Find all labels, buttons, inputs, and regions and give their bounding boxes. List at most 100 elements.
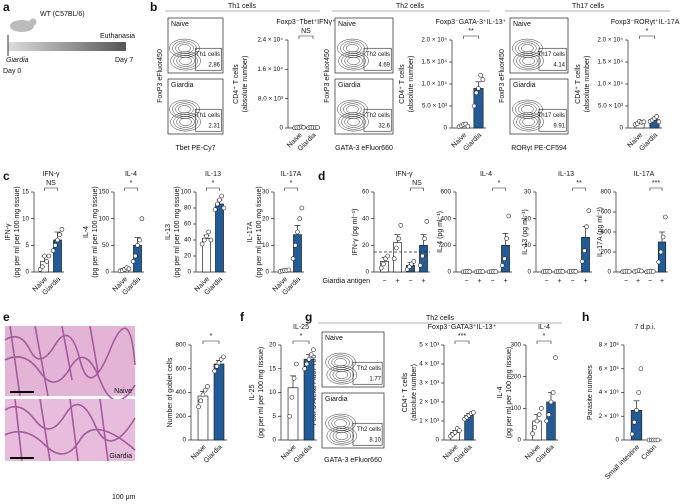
flow-x-axis: RORγt PE-CF594 xyxy=(511,145,567,152)
contour xyxy=(326,365,358,385)
contour xyxy=(521,105,534,114)
y-axis-label: Number of goblet cells xyxy=(167,357,174,427)
data-point xyxy=(133,253,138,259)
data-point xyxy=(139,216,145,221)
data-point xyxy=(299,205,305,211)
y-tick-label: 60 xyxy=(362,189,370,196)
contour xyxy=(338,112,369,132)
group-header: Th2 cells xyxy=(426,315,455,322)
data-point xyxy=(631,419,637,425)
data-point xyxy=(493,269,499,275)
y-tick-label: 0 xyxy=(619,125,623,132)
data-point xyxy=(126,266,132,272)
x-tick-label: + xyxy=(557,278,561,285)
x-tick-label: − xyxy=(490,278,494,285)
day-label: Day 0 xyxy=(3,68,21,75)
contour xyxy=(170,112,201,132)
data-point xyxy=(655,437,661,443)
chart-title: IL-25 xyxy=(293,324,309,331)
data-point xyxy=(452,430,458,435)
x-tick-label: − xyxy=(464,278,468,285)
chart-title: IFN-γ xyxy=(42,171,60,178)
y-tick-label: 5.0 × 10³ xyxy=(422,103,447,110)
chart-title: IL-4 xyxy=(538,324,550,331)
significance-label: * xyxy=(543,333,546,340)
y-tick-label: 200 xyxy=(510,373,521,380)
y-tick-label: 20 xyxy=(262,215,270,222)
contour xyxy=(176,116,195,128)
panel-label: d xyxy=(318,169,325,183)
gate xyxy=(538,47,567,71)
panel-label: h xyxy=(582,310,589,324)
y-axis-label: (absolute number) xyxy=(242,56,249,113)
y-tick-label: 800 xyxy=(175,342,186,349)
data-point xyxy=(480,269,486,275)
end-label: Euthanasia xyxy=(100,33,135,40)
gate-percent: 2.31 xyxy=(208,123,220,129)
data-point xyxy=(480,77,486,82)
y-tick-label: 0 xyxy=(105,269,109,276)
data-point xyxy=(638,366,644,372)
contour xyxy=(338,51,369,71)
y-tick-label: 3 × 10³ xyxy=(419,380,439,387)
data-point xyxy=(46,253,52,259)
y-tick-label: 1.6 × 10⁴ xyxy=(257,66,283,73)
significance-label: * xyxy=(212,180,215,187)
data-point xyxy=(539,406,544,411)
y-tick-label: 0 xyxy=(187,269,191,276)
contour xyxy=(347,56,360,65)
data-point xyxy=(204,233,209,239)
data-point xyxy=(52,243,58,248)
histology: Naive Giardia 100 μm xyxy=(4,325,136,501)
y-tick-label: 0 xyxy=(279,125,283,132)
significance-bracket xyxy=(639,35,655,39)
panel-label: f xyxy=(240,310,245,324)
data-point xyxy=(208,237,214,243)
y-tick-label: 0 xyxy=(517,437,521,444)
scale-label: 100 μm xyxy=(112,494,136,501)
data-point xyxy=(315,125,320,130)
data-point xyxy=(396,236,401,241)
tissue-texture xyxy=(4,325,136,402)
y-tick-label: 0 xyxy=(25,269,29,276)
y-axis-label: IL-4 xyxy=(497,386,504,398)
data-point xyxy=(573,269,579,274)
significance-label: ** xyxy=(576,180,582,187)
chart-title: Foxp3⁻GATA-3⁺IL-13⁺ xyxy=(436,19,507,26)
contour xyxy=(178,44,191,53)
data-point xyxy=(536,412,542,417)
bar xyxy=(419,244,428,273)
y-tick-label: 40 xyxy=(362,215,370,222)
y-tick-label: 0 xyxy=(265,269,269,276)
y-axis-label: Parasite numbers xyxy=(587,365,594,420)
y-tick-label: 50 xyxy=(102,242,110,249)
y-tick-label: 0 xyxy=(615,437,619,444)
data-point xyxy=(465,123,471,129)
data-point xyxy=(534,418,540,424)
y-tick-label: 100 xyxy=(180,189,191,196)
y-axis-label: (pg per ml per 100 mg tissue) xyxy=(506,347,513,438)
y-tick-label: 400 xyxy=(440,215,451,222)
data-point xyxy=(660,234,666,240)
contour xyxy=(178,105,191,114)
y-axis-label: (pg per ml per 100 mg tissue) xyxy=(256,186,263,277)
contour xyxy=(331,417,350,430)
x-tick-label: + xyxy=(503,278,507,285)
gate-label: Th2 cells xyxy=(366,113,390,119)
contour xyxy=(346,44,359,53)
flow-condition: Giardia xyxy=(513,82,536,89)
contour xyxy=(513,51,544,71)
gate xyxy=(363,108,392,132)
group-header: Th17 cells xyxy=(572,3,604,10)
x-tick-label: Giardia xyxy=(203,444,224,465)
data-point xyxy=(289,394,295,400)
chart-title: IL-4 xyxy=(125,171,137,178)
y-tick-label: 1.5 × 10⁴ xyxy=(597,59,623,66)
gate-percent: 32.6 xyxy=(378,123,390,129)
data-point xyxy=(200,392,206,398)
data-point xyxy=(304,361,310,367)
bar xyxy=(213,363,225,441)
contour xyxy=(343,103,362,116)
flow-condition: Giardia xyxy=(171,82,194,89)
significance-bracket xyxy=(649,187,663,191)
